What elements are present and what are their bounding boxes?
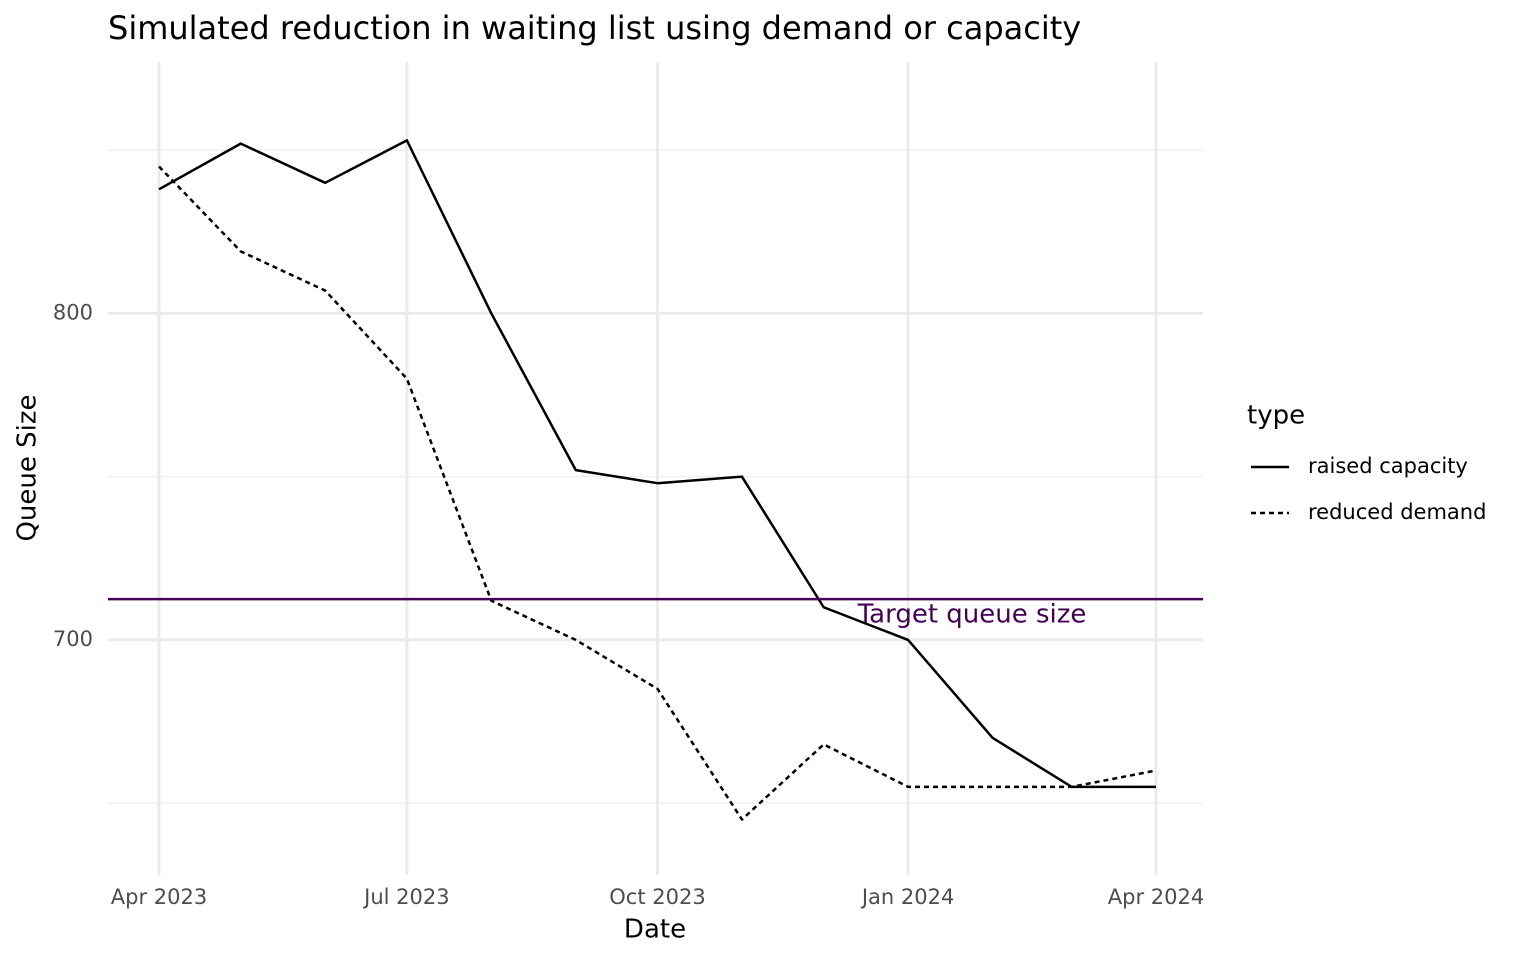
y-axis-label: Queue Size <box>13 394 43 541</box>
x-axis-label: Date <box>624 915 686 945</box>
x-tick-label: Apr 2024 <box>1108 885 1204 909</box>
legend-label: reduced demand <box>1308 500 1486 524</box>
line-series <box>158 139 1156 789</box>
y-tick-label: 800 <box>53 300 93 324</box>
legend-title: type <box>1247 401 1305 431</box>
chart-title: Simulated reduction in waiting list usin… <box>108 9 1081 47</box>
x-tick-label: Jul 2023 <box>362 885 449 909</box>
x-tick-label: Jan 2024 <box>860 885 955 909</box>
annotation: Target queue size <box>857 600 1087 630</box>
line-series <box>158 165 1157 821</box>
legend-label: raised capacity <box>1308 454 1468 478</box>
x-tick-label: Oct 2023 <box>609 885 705 909</box>
y-tick-label: 700 <box>53 627 93 651</box>
x-tick-label: Apr 2023 <box>111 885 207 909</box>
